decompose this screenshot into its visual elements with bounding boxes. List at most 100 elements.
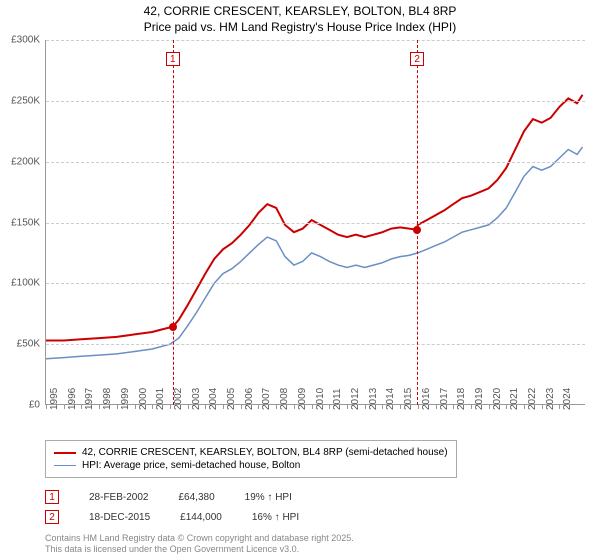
gridline-h — [46, 40, 585, 41]
chart-title-block: 42, CORRIE CRESCENT, KEARSLEY, BOLTON, B… — [0, 0, 600, 37]
x-axis-label: 2022 — [527, 388, 538, 410]
x-axis-label: 2015 — [403, 388, 414, 410]
sale-price: £144,000 — [180, 512, 222, 523]
y-axis-label: £200K — [0, 156, 40, 167]
series-price-paid — [46, 95, 583, 341]
x-tick — [241, 405, 242, 409]
x-axis-label: 1996 — [67, 388, 78, 410]
sale-marker-flag: 1 — [166, 52, 180, 66]
title-line-1: 42, CORRIE CRESCENT, KEARSLEY, BOLTON, B… — [0, 4, 600, 20]
x-tick — [365, 405, 366, 409]
x-axis-label: 2011 — [332, 388, 343, 410]
x-tick — [81, 405, 82, 409]
gridline-h — [46, 162, 585, 163]
legend-item: 42, CORRIE CRESCENT, KEARSLEY, BOLTON, B… — [54, 447, 448, 458]
x-axis-label: 2021 — [509, 388, 520, 410]
gridline-h — [46, 101, 585, 102]
gridline-h — [46, 223, 585, 224]
x-tick — [329, 405, 330, 409]
x-axis-label: 2006 — [244, 388, 255, 410]
legend-swatch — [54, 452, 76, 454]
x-tick — [152, 405, 153, 409]
sale-marker-badge: 2 — [45, 510, 59, 524]
x-axis-label: 2008 — [279, 388, 290, 410]
series-hpi — [46, 147, 583, 359]
title-line-2: Price paid vs. HM Land Registry's House … — [0, 20, 600, 36]
x-axis-label: 2017 — [439, 388, 450, 410]
legend-item: HPI: Average price, semi-detached house,… — [54, 460, 448, 471]
x-axis-label: 2000 — [138, 388, 149, 410]
x-tick — [436, 405, 437, 409]
x-tick — [382, 405, 383, 409]
x-axis-label: 2014 — [385, 388, 396, 410]
sale-date: 28-FEB-2002 — [89, 492, 148, 503]
x-axis-label: 1997 — [84, 388, 95, 410]
sale-row: 2 18-DEC-2015 £144,000 16% ↑ HPI — [45, 510, 299, 524]
x-axis-label: 2010 — [315, 388, 326, 410]
y-axis-label: £100K — [0, 278, 40, 289]
x-tick — [99, 405, 100, 409]
x-axis-label: 2001 — [155, 388, 166, 410]
footer-line-1: Contains HM Land Registry data © Crown c… — [45, 533, 354, 545]
sale-row: 1 28-FEB-2002 £64,380 19% ↑ HPI — [45, 490, 292, 504]
x-tick — [205, 405, 206, 409]
x-tick — [453, 405, 454, 409]
legend-label: HPI: Average price, semi-detached house,… — [82, 460, 300, 471]
x-tick — [312, 405, 313, 409]
sale-delta: 16% ↑ HPI — [252, 512, 299, 523]
sale-marker-flag: 2 — [410, 52, 424, 66]
legend-label: 42, CORRIE CRESCENT, KEARSLEY, BOLTON, B… — [82, 447, 448, 458]
x-axis-label: 2002 — [173, 388, 184, 410]
x-tick — [117, 405, 118, 409]
footer-attribution: Contains HM Land Registry data © Crown c… — [45, 533, 354, 556]
footer-line-2: This data is licensed under the Open Gov… — [45, 544, 354, 556]
x-axis-label: 2018 — [456, 388, 467, 410]
legend-swatch — [54, 465, 76, 467]
x-tick — [471, 405, 472, 409]
y-axis-label: £150K — [0, 217, 40, 228]
x-tick — [170, 405, 171, 409]
x-tick — [506, 405, 507, 409]
x-axis-label: 2024 — [562, 388, 573, 410]
x-tick — [46, 405, 47, 409]
x-axis-label: 2019 — [474, 388, 485, 410]
gridline-h — [46, 344, 585, 345]
y-axis-label: £250K — [0, 95, 40, 106]
x-axis-label: 1998 — [102, 388, 113, 410]
x-tick — [188, 405, 189, 409]
x-tick — [276, 405, 277, 409]
x-axis-label: 2023 — [545, 388, 556, 410]
y-axis-label: £300K — [0, 35, 40, 46]
x-tick — [258, 405, 259, 409]
x-tick — [400, 405, 401, 409]
sale-price: £64,380 — [178, 492, 214, 503]
sale-marker-badge: 1 — [45, 490, 59, 504]
sale-marker-line — [417, 40, 418, 405]
x-tick — [347, 405, 348, 409]
sale-data-point — [169, 323, 177, 331]
x-axis-label: 2007 — [261, 388, 272, 410]
x-axis-label: 2005 — [226, 388, 237, 410]
sale-date: 18-DEC-2015 — [89, 512, 150, 523]
x-axis-label: 2013 — [368, 388, 379, 410]
x-axis-label: 1999 — [120, 388, 131, 410]
y-axis-label: £50K — [0, 339, 40, 350]
x-axis-label: 2009 — [297, 388, 308, 410]
sale-delta: 19% ↑ HPI — [245, 492, 292, 503]
x-tick — [559, 405, 560, 409]
x-tick — [418, 405, 419, 409]
x-tick — [223, 405, 224, 409]
x-axis-label: 2012 — [350, 388, 361, 410]
x-tick — [542, 405, 543, 409]
x-axis-label: 2020 — [492, 388, 503, 410]
x-tick — [135, 405, 136, 409]
gridline-h — [46, 283, 585, 284]
x-tick — [489, 405, 490, 409]
x-axis-label: 1995 — [49, 388, 60, 410]
x-tick — [64, 405, 65, 409]
x-axis-label: 2016 — [421, 388, 432, 410]
x-axis-label: 2003 — [191, 388, 202, 410]
chart-legend: 42, CORRIE CRESCENT, KEARSLEY, BOLTON, B… — [45, 440, 457, 478]
x-tick — [294, 405, 295, 409]
chart-plot-area: £0£50K£100K£150K£200K£250K£300K199519961… — [45, 40, 585, 405]
